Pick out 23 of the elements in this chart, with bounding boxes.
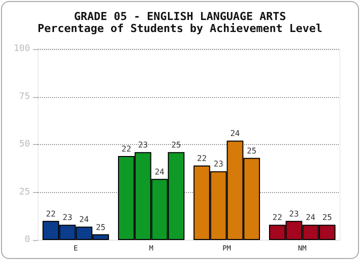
text: 23 — [214, 160, 224, 169]
text: 24 — [230, 129, 240, 138]
y-tick-label: 75 — [19, 92, 30, 102]
text: 24 — [154, 167, 164, 176]
series-label: 22 — [46, 209, 56, 218]
y-tick-label: 0 — [24, 235, 30, 245]
series-label: 25 — [96, 222, 106, 232]
series-label: 24 — [79, 215, 90, 224]
text: 25 — [246, 146, 256, 156]
text: 25 — [322, 213, 332, 222]
chart-title: GRADE 05 - ENGLISH LANGUAGE ARTS — [74, 10, 286, 23]
y-tick-label: 25 — [19, 187, 30, 198]
series-label: 23 — [62, 213, 72, 222]
text: 22 — [272, 213, 282, 222]
y-tick-label: 100 — [14, 44, 30, 54]
text: 23 — [138, 140, 148, 150]
text: 24 — [306, 213, 316, 222]
text: 22 — [122, 144, 132, 154]
text: 22 — [197, 154, 207, 164]
y-tick-label: 50 — [19, 140, 30, 150]
chart-subtitle: Percentage of Students by Achievement Level — [38, 22, 322, 35]
text: 23 — [289, 209, 299, 218]
text: 25 — [171, 140, 181, 150]
